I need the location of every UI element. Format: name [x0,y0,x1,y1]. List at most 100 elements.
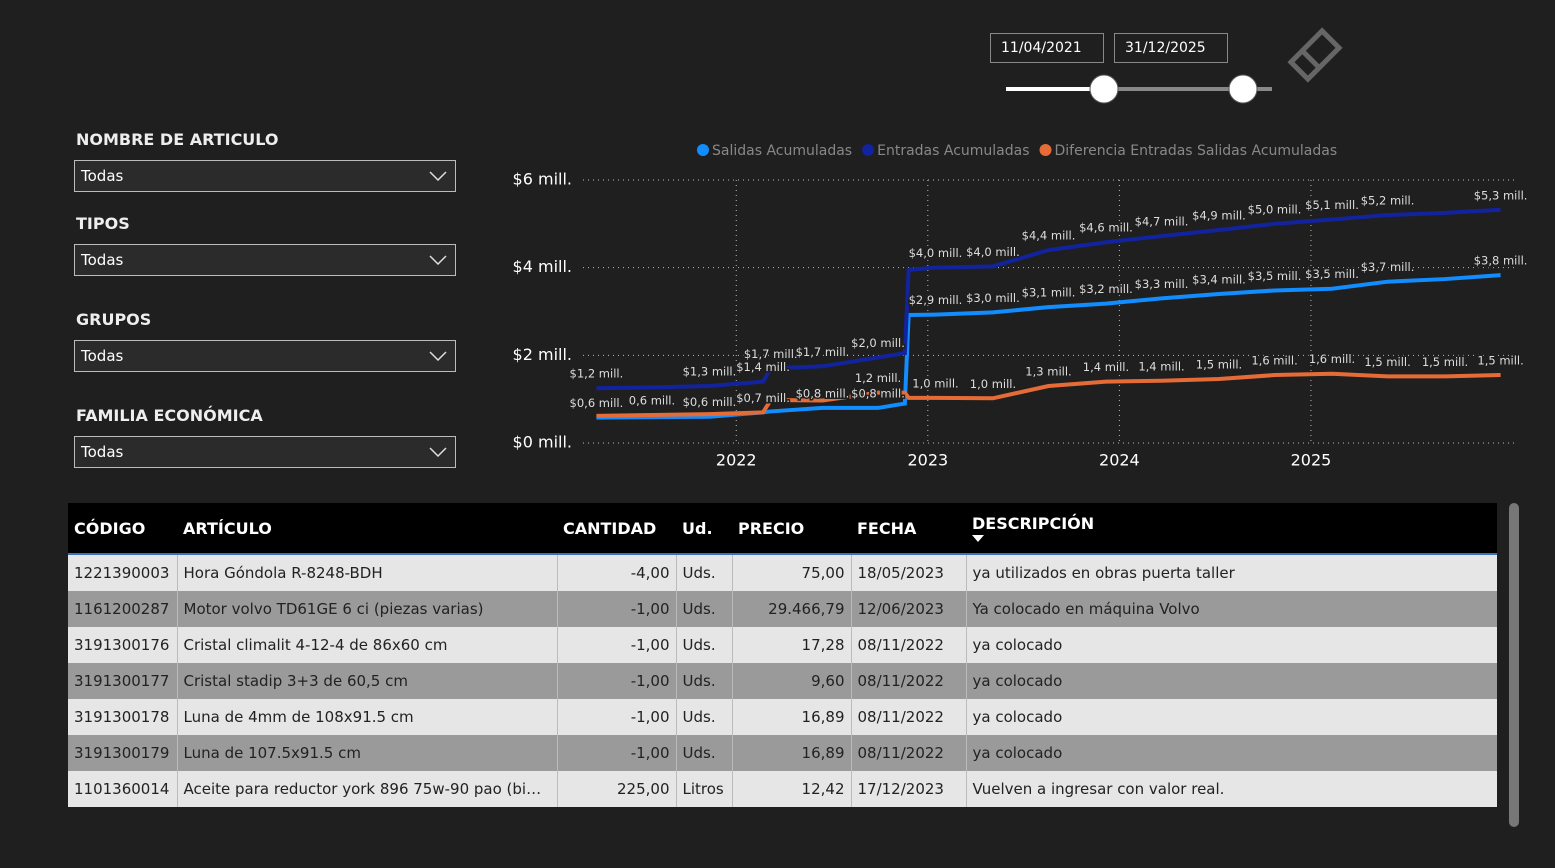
filter-dropdown[interactable]: Todas [74,436,456,468]
table-cell: ya colocado [966,735,1497,771]
table-row: 1161200287 Motor volvo TD61GE 6 ci (pieza… [68,591,1497,627]
data-label: $0,6 mill. [683,395,737,409]
data-label: $3,7 mill. [1361,260,1415,274]
data-label: $4,4 mill. [1022,229,1076,243]
data-label: 1,6 mill. [1251,354,1297,368]
x-tick-label: 2024 [1099,451,1140,470]
table-cell: 08/11/2022 [851,627,967,663]
data-label: $4,6 mill. [1079,221,1133,235]
eraser-icon[interactable] [1287,27,1343,83]
data-label: $3,1 mill. [1022,286,1076,300]
y-tick-label: $2 mill. [513,345,572,364]
column-header[interactable]: CANTIDAD [557,503,676,555]
legend-marker [1039,144,1052,156]
table-cell: -4,00 [557,554,677,591]
data-label: 1,3 mill. [1025,365,1071,379]
column-header[interactable]: ARTÍCULO [177,503,557,555]
column-header[interactable]: Ud. [676,503,732,555]
data-table: CÓDIGO ARTÍCULO CANTIDAD Ud. PRECIO FECHA DESC… [68,503,1497,827]
table-cell: 3191300176 [68,627,178,663]
chevron [429,351,447,361]
data-label: $4,9 mill. [1192,208,1246,222]
table-cell: Litros [676,771,733,807]
table-cell: -1,00 [557,699,677,735]
table-cell: 12/06/2023 [851,591,967,627]
table-cell: 08/11/2022 [851,699,967,735]
table-cell: Cristal stadip 3+3 de 60,5 cm [177,663,558,699]
data-label: 1,5 mill. [1422,355,1468,369]
table-cell: 225,00 [557,771,677,807]
table-cell: Uds. [676,591,733,627]
table-cell: 18/05/2023 [851,554,967,591]
table-cell: 12,42 [732,771,852,807]
table-cell: ya utilizados en obras puerta taller [966,554,1497,591]
table-cell: 1221390003 [68,554,178,591]
table-cell: ya colocado [966,699,1497,735]
column-header[interactable]: FECHA [851,503,966,555]
data-label: $3,4 mill. [1192,272,1246,286]
table-cell: Hora Góndola R-8248-BDH [177,554,558,591]
slider-handle[interactable] [1228,74,1258,104]
table-cell: -1,00 [557,663,677,699]
table-cell: 16,89 [732,735,852,771]
table-cell: 3191300177 [68,663,178,699]
data-label: $1,7 mill. [796,345,850,359]
x-tick-label: 2023 [907,451,948,470]
data-label: $4,0 mill. [909,246,963,260]
table-cell: 3191300178 [68,699,178,735]
table-cell: 17,28 [732,627,852,663]
table-cell: Vuelven a ingresar con valor real. [966,771,1497,807]
table-cell: 17/12/2023 [851,771,967,807]
chevron [429,171,447,181]
slider-handle[interactable] [1089,74,1119,104]
series-line [596,207,1501,391]
column-header[interactable]: DESCRIPCIÓN [966,503,1497,555]
filter-value: Todas [81,251,124,269]
filter-dropdown[interactable]: Todas [74,244,456,276]
column-header[interactable]: CÓDIGO [68,503,177,555]
data-label: 1,6 mill. [1309,352,1355,366]
chevron [429,255,447,265]
column-header[interactable]: PRECIO [732,503,851,555]
data-label: 1,0 mill. [912,376,958,390]
data-label: $4,7 mill. [1135,215,1189,229]
legend-label: Diferencia Entradas Salidas Acumuladas [1055,143,1338,159]
table-cell: 29.466,79 [732,591,852,627]
data-label: 1,5 mill. [1364,355,1410,369]
legend-label: Salidas Acumuladas [712,143,852,159]
x-tick-label: 2025 [1291,451,1332,470]
table-cell: 1101360014 [68,771,178,807]
end-date[interactable]: 31/12/2025 [1114,33,1228,63]
table-cell: Uds. [676,663,733,699]
data-label: 1,5 mill. [1477,354,1523,368]
scrollbar[interactable] [1509,503,1519,827]
table-cell: Uds. [676,554,733,591]
data-label: $5,1 mill. [1305,198,1359,212]
data-label: $5,2 mill. [1361,194,1415,208]
filter-value: Todas [81,443,124,461]
filter-label: FAMILIA ECONÓMICA [76,406,263,425]
table-cell: 16,89 [732,699,852,735]
data-label: 1,2 mill. [855,371,901,385]
table-cell: Ya colocado en máquina Volvo [966,591,1497,627]
data-label: $3,2 mill. [1079,282,1133,296]
table-cell: -1,00 [557,591,677,627]
table-cell: -1,00 [557,735,677,771]
data-label: $0,6 mill. [570,396,624,410]
table-cell: 3191300179 [68,735,178,771]
filter-dropdown[interactable]: Todas [74,160,456,192]
start-date[interactable]: 11/04/2021 [990,33,1104,63]
table-cell: Luna de 4mm de 108x91.5 cm [177,699,558,735]
table-cell: Cristal climalit 4-12-4 de 86x60 cm [177,627,558,663]
data-label: $0,7 mill. [736,391,790,405]
table-cell: Uds. [676,735,733,771]
data-label: $1,3 mill. [683,365,737,379]
table-cell: -1,00 [557,627,677,663]
data-label: $2,9 mill. [909,293,963,307]
table-cell: 1161200287 [68,591,178,627]
data-label: 1,4 mill. [1083,360,1129,374]
data-label: $1,4 mill. [736,360,790,374]
filter-dropdown[interactable]: Todas [74,340,456,372]
table-row: 1101360014 Aceite para reductor york 896 … [68,771,1497,807]
